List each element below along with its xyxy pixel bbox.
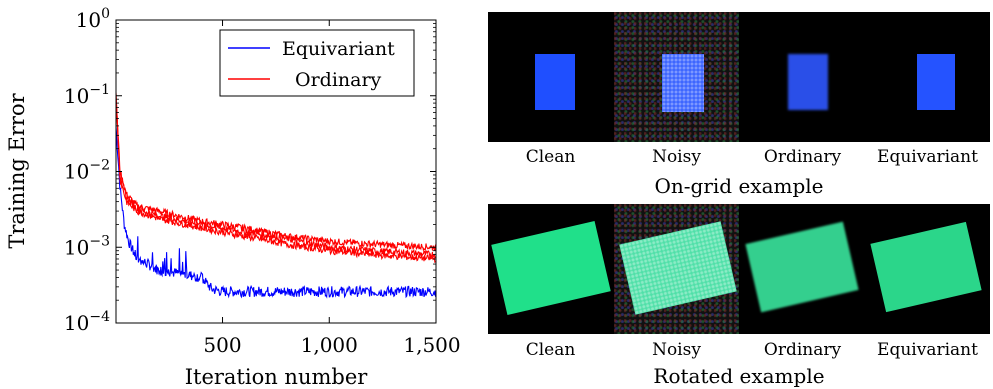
legend: Equivariant Ordinary: [219, 29, 415, 97]
rotated-caption-noisy: Noisy: [652, 340, 701, 360]
rotated-caption-clean: Clean: [525, 340, 576, 360]
on-grid-equivariant-output: [865, 12, 990, 142]
x-tick-label: 1,500: [403, 333, 460, 357]
legend-label-equivariant: Equivariant: [282, 38, 395, 60]
rotated-caption-equivariant: Equivariant: [877, 340, 978, 360]
y-tick-label: 10−2: [64, 158, 110, 184]
on-grid-caption-equivariant: Equivariant: [877, 147, 978, 167]
y-tick-label: 10−3: [64, 233, 110, 259]
x-axis-label: Iteration number: [185, 365, 369, 389]
rotated-equivariant-output: [865, 204, 990, 334]
equivariant-square: [917, 54, 955, 110]
series-ordinary-line-3: [116, 93, 436, 264]
rotated-caption-ordinary: Ordinary: [763, 340, 842, 360]
equivariant-rect: [870, 221, 982, 313]
clean-square: [535, 54, 575, 110]
on-grid-clean-image: [488, 12, 613, 142]
on-grid-caption-noisy: Noisy: [652, 147, 701, 167]
noisy-rect: [619, 221, 737, 315]
rotated-image-strip: [488, 204, 990, 334]
on-grid-noisy-image: [614, 12, 739, 142]
rotated-noisy-image: [614, 204, 739, 334]
noisy-square: [662, 54, 704, 112]
x-tick-label: 1,000: [301, 333, 358, 357]
legend-label-ordinary: Ordinary: [295, 69, 382, 91]
on-grid-caption-clean: Clean: [525, 147, 576, 167]
y-tick-label: 10−4: [64, 309, 110, 335]
on-grid-title: On-grid example: [654, 174, 824, 198]
y-axis-label: Training Error: [5, 92, 29, 248]
on-grid-caption-ordinary: Ordinary: [763, 147, 842, 167]
series-ordinary-line-1: [116, 97, 436, 252]
ordinary-square: [788, 54, 828, 110]
y-tick-label: 100: [76, 6, 110, 32]
on-grid-ordinary-output: [740, 12, 865, 142]
rotated-ordinary-output: [740, 204, 865, 334]
training-error-chart: 10−4 10−3 10−2 10−1 100 500 1,000 1,500 Iterati…: [5, 6, 461, 389]
rotated-title: Rotated example: [653, 364, 825, 388]
clean-rect: [491, 221, 611, 315]
on-grid-image-strip: [488, 12, 990, 142]
ordinary-rect: [745, 221, 859, 313]
x-tick-label: 500: [203, 333, 241, 357]
series-equivariant-line: [116, 125, 436, 299]
rotated-clean-image: [488, 204, 613, 334]
y-tick-label: 10−1: [64, 82, 110, 108]
